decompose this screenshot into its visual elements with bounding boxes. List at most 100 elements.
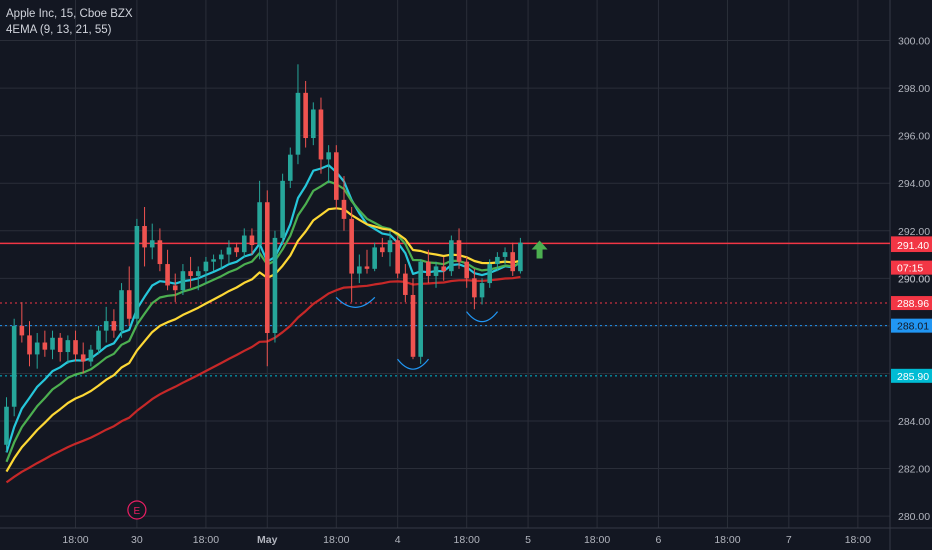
- candle-body[interactable]: [502, 252, 508, 257]
- candle-body[interactable]: [510, 252, 516, 272]
- candle-body[interactable]: [218, 254, 224, 260]
- level-price-tag-bg[interactable]: [891, 296, 932, 311]
- candle-body[interactable]: [11, 325, 17, 407]
- candle-body[interactable]: [410, 294, 416, 357]
- candle-body[interactable]: [211, 259, 216, 262]
- candle-body[interactable]: [180, 271, 186, 291]
- ema-lines[interactable]: [5, 164, 521, 484]
- chart-legend: Apple Inc, 15, Cboe BZX 4EMA (9, 13, 21,…: [6, 6, 133, 38]
- candle-body[interactable]: [149, 240, 155, 248]
- candle-body[interactable]: [142, 226, 147, 248]
- candle-body[interactable]: [42, 342, 48, 350]
- candle-body[interactable]: [96, 330, 101, 350]
- candle-body[interactable]: [433, 266, 439, 276]
- candle-body[interactable]: [165, 264, 170, 286]
- candle-body[interactable]: [518, 242, 523, 272]
- horizontal-levels[interactable]: [0, 242, 890, 377]
- earnings-marker-label: E: [134, 506, 141, 517]
- time-tick-label: 18:00: [454, 534, 480, 546]
- candle-body[interactable]: [272, 237, 278, 334]
- candle-body[interactable]: [479, 283, 485, 298]
- time-axis[interactable]: 18:00 30 18:00 May 18:00 4 18:00 5 18:00 6 18:00 7 1…: [62, 534, 871, 546]
- candle-body[interactable]: [395, 240, 400, 274]
- candle-body[interactable]: [364, 266, 370, 269]
- ema-line-21[interactable]: [5, 207, 521, 473]
- candle-body[interactable]: [441, 266, 446, 272]
- earnings-marker[interactable]: [127, 500, 147, 520]
- candle-body[interactable]: [357, 266, 362, 274]
- level-price-tag-bg[interactable]: [891, 368, 932, 383]
- candle-body[interactable]: [311, 109, 316, 139]
- candle-body[interactable]: [418, 261, 423, 357]
- level-price-tag-text: 285.90: [897, 371, 929, 383]
- annotation-arc[interactable]: [466, 311, 499, 323]
- candle-body[interactable]: [387, 240, 393, 253]
- candle-body[interactable]: [403, 273, 408, 295]
- symbol-title[interactable]: Apple Inc, 15, Cboe BZX: [6, 8, 133, 20]
- ema-line-13[interactable]: [5, 180, 521, 463]
- candle-body[interactable]: [103, 321, 109, 331]
- candle-body[interactable]: [487, 264, 493, 284]
- ema-line-9[interactable]: [5, 164, 521, 453]
- candle-body[interactable]: [88, 349, 94, 362]
- candle-body[interactable]: [188, 271, 193, 276]
- candle-body[interactable]: [241, 235, 247, 253]
- candle-body[interactable]: [19, 325, 25, 336]
- drawing-annotations[interactable]: E: [127, 240, 548, 520]
- candlesticks[interactable]: [4, 64, 523, 452]
- candle-body[interactable]: [426, 261, 431, 276]
- candle-body[interactable]: [80, 354, 86, 362]
- level-price-tag-bg[interactable]: [891, 318, 932, 333]
- candle-body[interactable]: [280, 180, 285, 238]
- candle-body[interactable]: [157, 240, 163, 265]
- candle-body[interactable]: [4, 406, 9, 445]
- candle-body[interactable]: [172, 285, 178, 291]
- price-tag-bg[interactable]: [891, 238, 932, 253]
- price-tag-text: 07:15: [897, 263, 923, 275]
- candle-body[interactable]: [303, 92, 308, 139]
- price-tick-label: 290.00: [898, 273, 930, 285]
- candle-body[interactable]: [249, 235, 255, 246]
- candle-body[interactable]: [134, 226, 140, 319]
- ema-line-55[interactable]: [5, 275, 521, 484]
- candle-body[interactable]: [326, 152, 331, 160]
- candle-body[interactable]: [341, 199, 347, 219]
- candle-body[interactable]: [464, 261, 469, 279]
- annotation-arc[interactable]: [397, 358, 429, 370]
- up-arrow-icon[interactable]: [531, 240, 548, 259]
- candle-body[interactable]: [34, 342, 40, 355]
- candle-body[interactable]: [65, 340, 71, 353]
- price-tick-label: 280.00: [898, 511, 930, 523]
- candle-body[interactable]: [495, 256, 500, 265]
- level-price-tag-text: 288.96: [897, 298, 929, 310]
- candle-body[interactable]: [50, 337, 55, 350]
- price-axis[interactable]: 280.00282.00284.00286.00288.00290.00292.…: [891, 36, 932, 524]
- annotation-arc[interactable]: [335, 296, 376, 308]
- candle-body[interactable]: [257, 202, 262, 246]
- candle-body[interactable]: [472, 278, 477, 298]
- candle-body[interactable]: [226, 247, 232, 255]
- candle-body[interactable]: [295, 92, 301, 155]
- candle-body[interactable]: [203, 261, 209, 272]
- candle-body[interactable]: [73, 340, 78, 355]
- candle-body[interactable]: [372, 247, 377, 269]
- candle-body[interactable]: [111, 321, 117, 331]
- candle-body[interactable]: [119, 290, 124, 331]
- candle-body[interactable]: [234, 247, 239, 253]
- candle-body[interactable]: [318, 109, 324, 160]
- time-tick-label: 4: [395, 534, 401, 546]
- candle-body[interactable]: [380, 247, 385, 253]
- price-tag-bg[interactable]: [891, 260, 932, 275]
- candle-body[interactable]: [264, 202, 270, 334]
- candle-body[interactable]: [126, 290, 132, 319]
- candle-body[interactable]: [456, 240, 462, 262]
- candle-body[interactable]: [57, 337, 63, 353]
- candle-body[interactable]: [27, 335, 32, 355]
- indicator-title[interactable]: 4EMA (9, 13, 21, 55): [6, 24, 112, 36]
- candle-body[interactable]: [334, 152, 339, 200]
- candle-body[interactable]: [195, 271, 201, 276]
- candle-body[interactable]: [449, 240, 454, 272]
- candle-body[interactable]: [349, 218, 354, 274]
- candle-body[interactable]: [287, 154, 293, 181]
